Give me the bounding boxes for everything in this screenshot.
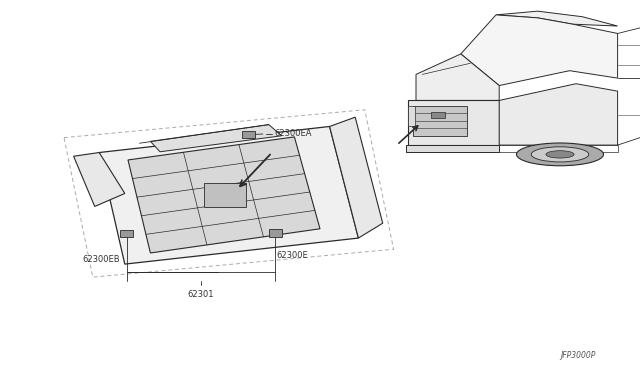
Text: 62301: 62301 (188, 290, 214, 299)
Polygon shape (499, 84, 618, 145)
Text: 62300EA: 62300EA (274, 129, 312, 138)
Text: JFP3000P: JFP3000P (560, 351, 595, 360)
Ellipse shape (531, 147, 589, 162)
Polygon shape (431, 112, 445, 118)
Polygon shape (204, 183, 246, 206)
Polygon shape (150, 125, 282, 152)
Polygon shape (99, 126, 358, 264)
Text: 62300E: 62300E (276, 251, 308, 260)
Polygon shape (242, 131, 255, 138)
Polygon shape (408, 106, 415, 126)
Polygon shape (406, 145, 499, 152)
Ellipse shape (546, 151, 574, 158)
Polygon shape (330, 117, 383, 238)
Polygon shape (496, 11, 618, 26)
Polygon shape (74, 153, 125, 206)
Polygon shape (128, 137, 320, 253)
Text: 62300EB: 62300EB (82, 255, 120, 264)
Polygon shape (461, 15, 618, 86)
Polygon shape (120, 230, 133, 237)
Polygon shape (408, 100, 499, 145)
Polygon shape (269, 229, 282, 237)
Polygon shape (416, 54, 499, 100)
Polygon shape (413, 106, 467, 136)
Ellipse shape (516, 143, 604, 166)
